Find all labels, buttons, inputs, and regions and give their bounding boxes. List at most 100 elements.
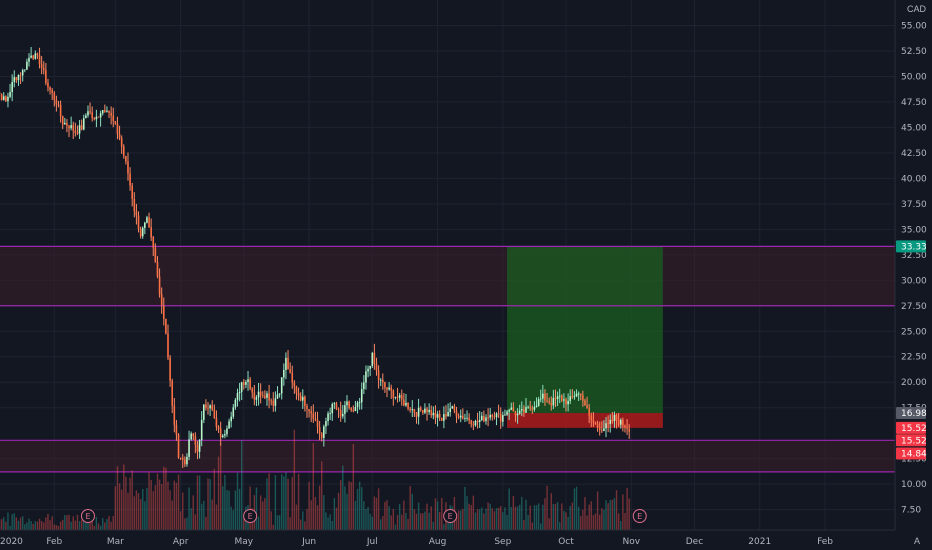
price-axis[interactable]: 55.00 52.50 50.00 47.50 45.00 42.50 40.00 37.50…	[901, 21, 927, 515]
volume-bar	[516, 506, 519, 530]
volume-bar	[417, 502, 420, 530]
price-badge	[896, 447, 926, 460]
candle-body	[483, 415, 485, 422]
volume-bar	[582, 509, 584, 530]
volume-bar	[563, 510, 565, 530]
candle-body	[314, 418, 317, 420]
candle-body	[527, 406, 529, 408]
price-badge	[896, 240, 926, 253]
volume-bar	[21, 516, 24, 530]
candle-body	[493, 416, 496, 418]
time-tick-label: Jun	[301, 537, 316, 547]
volume-bar	[308, 481, 310, 530]
horizontal-lines[interactable]	[0, 245, 895, 473]
volume-bar	[584, 497, 586, 530]
candle-body	[535, 405, 538, 407]
price-tick-label: 45.00	[901, 123, 927, 133]
volume-bar	[323, 495, 325, 530]
auto-scale-button[interactable]: A	[913, 536, 920, 546]
volume-bar	[481, 507, 483, 530]
candle-body	[394, 396, 397, 398]
candle-body	[74, 130, 77, 133]
volume-bar	[354, 500, 357, 530]
candle-body	[341, 413, 344, 417]
candle-body	[320, 433, 323, 438]
candle-body	[346, 401, 348, 406]
candle-body	[278, 393, 281, 395]
candle-body	[413, 409, 416, 413]
candle-body	[403, 399, 405, 406]
candle-body	[624, 425, 626, 428]
volume-bar	[118, 483, 121, 530]
candle-body	[447, 412, 449, 417]
candle-body	[318, 427, 321, 434]
earnings-label: E	[448, 512, 453, 521]
candle-body	[430, 409, 433, 416]
candle-body	[506, 411, 508, 415]
volume-bar	[230, 506, 232, 530]
candle-body	[548, 401, 550, 403]
candle-body	[205, 404, 207, 408]
candle-body	[21, 69, 24, 76]
volume-bar	[68, 514, 70, 530]
time-tick-label: May	[235, 537, 254, 547]
volume-bar	[59, 521, 62, 530]
volume-bar	[504, 507, 506, 530]
candle-body	[64, 122, 66, 125]
volume-bar	[0, 519, 3, 530]
candle-body	[476, 421, 479, 423]
long-position-tool[interactable]	[507, 246, 663, 428]
candle-body	[386, 387, 388, 390]
volume-bar	[228, 490, 230, 530]
volume-bar	[575, 486, 578, 530]
volume-bar	[131, 470, 133, 530]
volume-bar	[601, 508, 603, 530]
volume-bar	[468, 503, 470, 530]
candle-body	[358, 402, 361, 404]
volume-bar	[377, 488, 380, 530]
candle-body	[588, 408, 590, 416]
volume-bar	[472, 495, 475, 530]
volume-bar	[438, 512, 441, 530]
candle-body	[34, 53, 37, 59]
volume-bar	[620, 520, 622, 530]
volume-bar	[460, 510, 462, 530]
candle-body	[219, 428, 222, 438]
price-badge-label: 14.84	[901, 450, 927, 460]
volume-bar	[561, 503, 563, 530]
volume-bar	[64, 514, 66, 530]
volume-bar	[200, 503, 203, 530]
volume-bar	[198, 475, 201, 530]
volume-bar	[146, 487, 148, 530]
candle-body	[382, 379, 384, 383]
candle-body	[415, 412, 418, 417]
candle-body	[154, 247, 157, 263]
volume-bar	[342, 465, 344, 530]
candle-body	[487, 417, 489, 419]
candle-body	[224, 434, 226, 436]
volume-bar	[281, 474, 283, 530]
profit-zone	[507, 246, 663, 413]
candle-body	[571, 396, 574, 398]
volume-bar	[493, 511, 496, 530]
candle-body	[596, 424, 599, 427]
candle-body	[405, 402, 407, 406]
candle-body	[611, 419, 614, 422]
candle-body	[617, 420, 620, 425]
volume-bar	[462, 508, 464, 530]
volume-bar	[361, 487, 363, 530]
volume-bar	[508, 488, 510, 530]
candle-body	[194, 436, 197, 445]
candle-body	[51, 90, 53, 93]
time-axis[interactable]: 2020 Feb Mar Apr May Jun Jul Aug Sep Oct Nov Dec 202…	[0, 537, 833, 547]
volume-bar	[192, 495, 194, 530]
candle-body	[255, 397, 258, 400]
volume-bar	[213, 468, 216, 530]
volume-bar	[424, 511, 426, 530]
candle-body	[125, 155, 127, 162]
candle-body	[331, 404, 334, 414]
candle-body	[150, 227, 152, 238]
